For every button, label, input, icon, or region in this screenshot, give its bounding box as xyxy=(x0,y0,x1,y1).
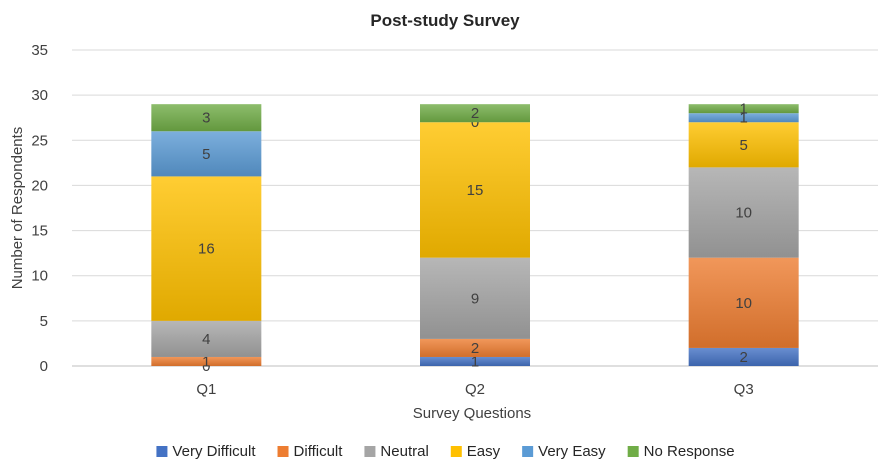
data-label: 5 xyxy=(202,146,210,163)
bar-segment xyxy=(420,338,530,357)
bar-segment xyxy=(688,122,799,168)
data-label: 1 xyxy=(739,101,747,118)
bar-segment xyxy=(688,347,799,366)
legend-label: Easy xyxy=(467,443,501,460)
y-tick-label: 20 xyxy=(31,177,48,194)
data-label: 1 xyxy=(739,110,747,127)
legend: Very Difficult Difficult Neutral Easy Very E… xyxy=(156,443,735,460)
bar-segment xyxy=(151,356,262,366)
data-label: 9 xyxy=(471,290,479,307)
x-axis-ticks: Q1 Q2 Q3 xyxy=(196,381,753,398)
bar-segment xyxy=(688,104,799,114)
data-label: 16 xyxy=(198,241,215,258)
legend-item: Very Difficult xyxy=(156,443,256,460)
data-label: 4 xyxy=(202,331,210,348)
y-tick-label: 15 xyxy=(31,223,48,240)
y-tick-label: 5 xyxy=(40,313,48,330)
y-axis-ticks: 0 5 10 15 20 25 30 35 xyxy=(31,42,48,375)
legend-item: Easy xyxy=(450,443,501,460)
legend-swatch xyxy=(627,446,639,457)
data-label: 0 xyxy=(471,114,479,131)
data-label: 2 xyxy=(471,340,479,357)
legend-swatch xyxy=(364,446,376,457)
y-tick-label: 0 xyxy=(40,358,48,375)
data-label: 2 xyxy=(471,105,479,122)
y-axis-label: Number of Respondents xyxy=(9,127,26,290)
bar-segment xyxy=(688,257,799,348)
x-axis-label: Survey Questions xyxy=(413,405,531,422)
legend-item: Neutral xyxy=(364,443,429,460)
legend-swatch xyxy=(522,446,534,457)
bar-stack-q3: 2 10 10 5 11 xyxy=(688,101,799,366)
bar-segment xyxy=(151,131,262,177)
y-tick-label: 30 xyxy=(31,87,48,104)
bar-segment xyxy=(420,104,530,123)
y-tick-label: 35 xyxy=(31,42,48,59)
bar-stack-q1: 01 4 16 5 3 xyxy=(151,104,262,375)
data-label: 1 xyxy=(471,353,479,370)
legend-label: Difficult xyxy=(294,443,344,460)
x-tick-label: Q1 xyxy=(196,381,216,398)
legend-swatch xyxy=(450,446,462,457)
bar-segment xyxy=(688,167,799,258)
y-tick-label: 10 xyxy=(31,268,48,285)
chart-title: Post-study Survey xyxy=(370,11,520,30)
data-label: 15 xyxy=(467,182,484,199)
data-label: 10 xyxy=(735,295,752,312)
bar-segment xyxy=(420,257,530,339)
bar-segment xyxy=(420,122,530,258)
legend-label: Very Easy xyxy=(538,443,606,460)
legend-label: Neutral xyxy=(380,443,428,460)
bar-segment xyxy=(151,320,262,357)
bar-segment xyxy=(688,113,799,123)
legend-item: Difficult xyxy=(277,443,344,460)
data-label: 10 xyxy=(735,205,752,222)
legend-label: No Response xyxy=(644,443,735,460)
bar-segment xyxy=(151,176,262,321)
bar-segment xyxy=(420,356,530,366)
x-tick-label: Q3 xyxy=(734,381,754,398)
legend-swatch xyxy=(156,446,168,457)
legend-label: Very Difficult xyxy=(172,443,256,460)
x-tick-label: Q2 xyxy=(465,381,485,398)
data-label: 0 xyxy=(202,358,210,375)
legend-item: No Response xyxy=(627,443,735,460)
data-label: 5 xyxy=(739,137,747,154)
data-label: 2 xyxy=(739,349,747,366)
data-label: 3 xyxy=(202,110,210,127)
data-label: 1 xyxy=(202,353,210,370)
legend-swatch xyxy=(277,446,289,457)
y-tick-label: 25 xyxy=(31,132,48,149)
bar-segment xyxy=(151,104,262,132)
legend-item: Very Easy xyxy=(522,443,606,460)
